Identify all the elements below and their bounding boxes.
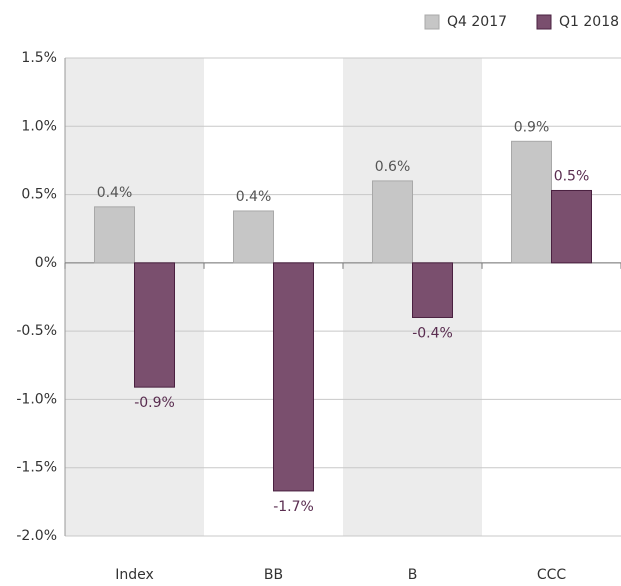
value-label: 0.6%	[375, 159, 411, 175]
bar	[233, 210, 274, 264]
legend-swatch	[424, 14, 440, 30]
bar	[94, 206, 135, 264]
y-tick-label: -2.0%	[16, 528, 57, 544]
bar	[412, 262, 453, 318]
bar	[551, 189, 592, 264]
y-tick-label: 1.0%	[21, 118, 57, 134]
value-label: 0.4%	[97, 185, 133, 201]
y-tick-label: 0.5%	[21, 187, 57, 203]
value-label: 0.4%	[236, 189, 272, 205]
y-tick-label: 1.5%	[21, 50, 57, 66]
y-tick-label: 0%	[35, 255, 57, 271]
x-tick-label: CCC	[537, 567, 567, 583]
value-label: -0.9%	[134, 395, 175, 411]
y-tick-label: -1.5%	[16, 460, 57, 476]
value-label: -0.4%	[412, 325, 453, 341]
bar	[273, 262, 314, 492]
bar	[511, 140, 552, 264]
y-tick-label: -1.0%	[16, 391, 57, 407]
bar	[372, 180, 413, 264]
x-tick-label: B	[408, 567, 418, 583]
x-tick-label: BB	[264, 567, 283, 583]
value-label: -1.7%	[273, 499, 314, 515]
value-label: 0.9%	[514, 119, 550, 135]
legend-label: Q4 2017	[447, 14, 507, 30]
y-tick-label: -0.5%	[16, 323, 57, 339]
legend-swatch	[536, 14, 552, 30]
x-tick-label: Index	[115, 567, 154, 583]
legend-label: Q1 2018	[559, 14, 619, 30]
bar	[134, 262, 175, 388]
value-label: 0.5%	[554, 168, 590, 184]
